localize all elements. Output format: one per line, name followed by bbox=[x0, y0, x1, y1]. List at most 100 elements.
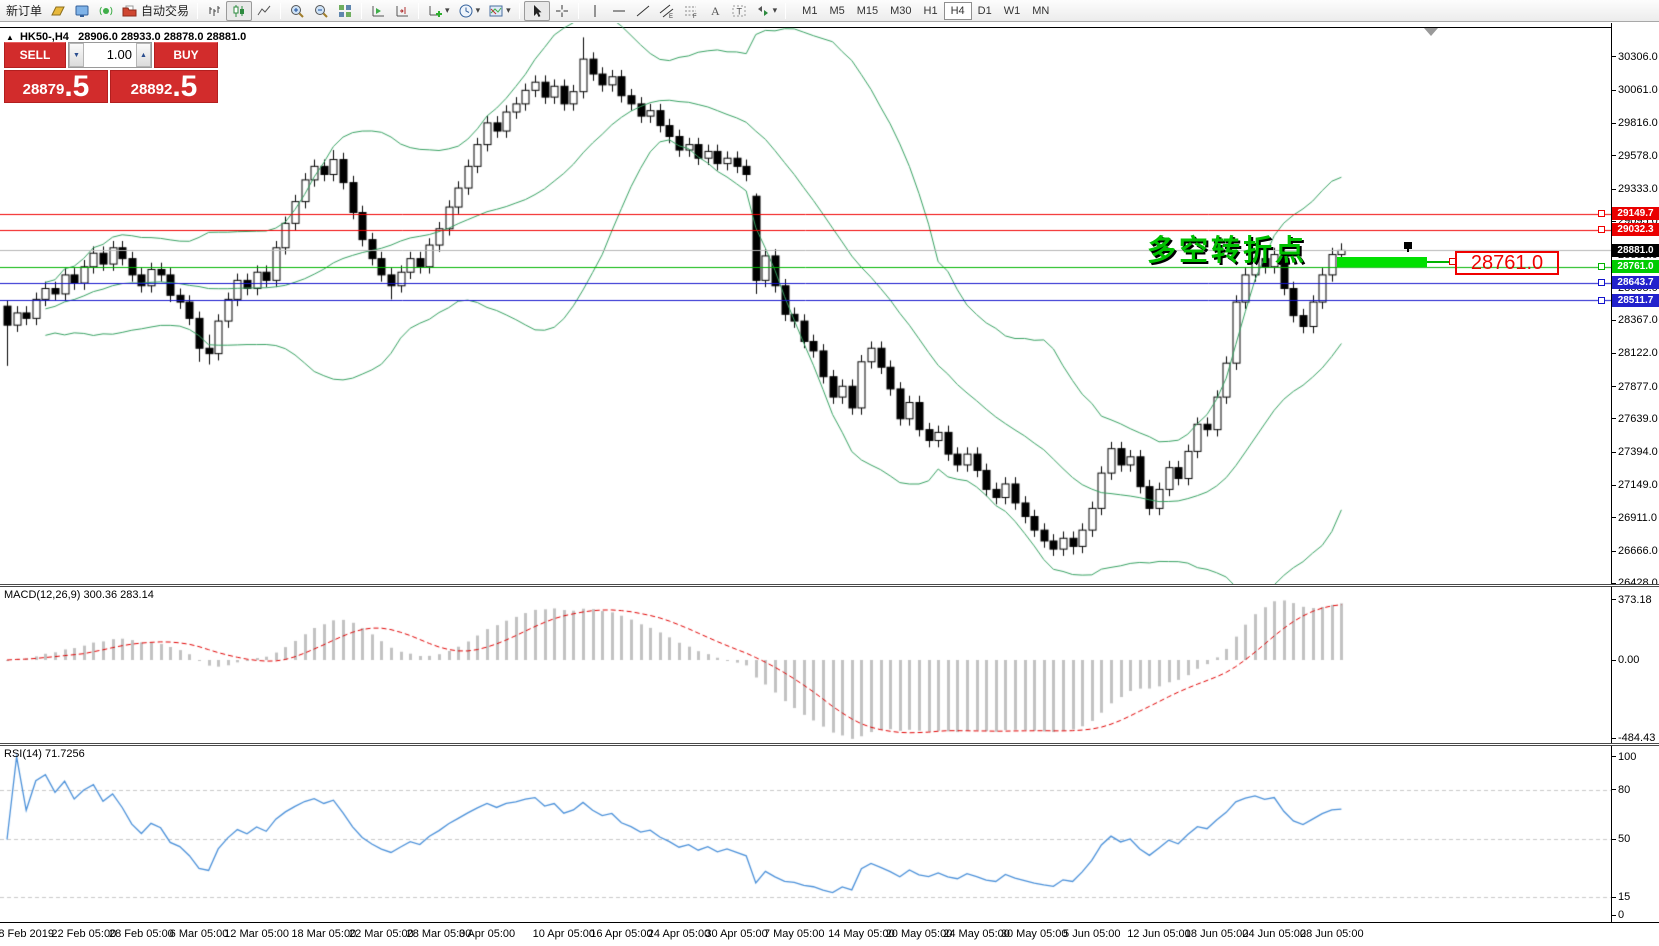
panel-separator-rsi[interactable] bbox=[0, 743, 1659, 746]
volume-increase-button[interactable]: ▲ bbox=[136, 43, 151, 67]
candlestick-chart-icon[interactable] bbox=[226, 0, 253, 21]
timeframe-switcher: M1 M5 M15 M30 H1 H4 D1 W1 MN bbox=[796, 1, 1055, 20]
zoom-in-icon[interactable] bbox=[285, 1, 309, 21]
time-tick-label: 28 Mar 05:00 bbox=[406, 928, 472, 940]
level-line-handle[interactable] bbox=[1598, 263, 1605, 271]
timeframe-tab-m5[interactable]: M5 bbox=[829, 4, 845, 17]
price-axis-tick bbox=[1612, 484, 1616, 486]
dropdown-arrow-icon[interactable]: ▾ bbox=[506, 5, 511, 15]
timeframe-tab-h1[interactable]: H1 bbox=[923, 4, 938, 17]
toolbar-separator bbox=[197, 2, 199, 19]
panel-separator-macd[interactable] bbox=[0, 584, 1659, 587]
zoom-out-icon[interactable] bbox=[309, 1, 333, 21]
new-chart-icon[interactable]: ▾ bbox=[423, 1, 454, 21]
highlight-bar-annotation[interactable] bbox=[1337, 257, 1427, 267]
zoom-out-icon bbox=[313, 3, 329, 19]
volume-input[interactable]: 1.00 bbox=[106, 47, 132, 62]
toolbar-separator bbox=[785, 2, 787, 19]
toolbar-separator bbox=[418, 2, 420, 19]
arrows-icon[interactable]: ▾ bbox=[751, 1, 782, 21]
crosshair-icon[interactable] bbox=[550, 1, 574, 21]
timeframe-tab-w1[interactable]: W1 bbox=[1003, 4, 1021, 17]
turning-point-annotation[interactable]: 多空转折点 bbox=[1147, 235, 1308, 267]
price-axis-tick bbox=[1612, 550, 1616, 552]
time-tick-label: 22 Mar 05:00 bbox=[348, 928, 414, 940]
volume-decrease-button[interactable]: ▼ bbox=[69, 43, 84, 67]
toolbar-separator bbox=[577, 2, 579, 19]
level-line-handle[interactable] bbox=[1598, 226, 1605, 234]
buy-button[interactable]: BUY bbox=[154, 42, 218, 68]
rsi-panel-canvas[interactable] bbox=[0, 746, 1611, 922]
profiles-icon[interactable] bbox=[46, 1, 70, 21]
new-order-button[interactable]: 新订单 bbox=[6, 4, 43, 18]
level-line-handle[interactable] bbox=[1598, 296, 1605, 304]
level-line-handle[interactable] bbox=[1598, 210, 1605, 218]
buy-price-display[interactable]: 28892.5 bbox=[110, 70, 218, 103]
vertical-line-icon[interactable] bbox=[583, 1, 607, 21]
timeframe-tab-mn[interactable]: MN bbox=[1032, 4, 1050, 17]
market-watch-icon[interactable] bbox=[70, 1, 94, 21]
timeframe-tab-m30[interactable]: M30 bbox=[890, 4, 912, 17]
equidistant-channel-icon[interactable]: E bbox=[655, 1, 679, 21]
timeframe-tab-h4[interactable]: H4 bbox=[943, 1, 972, 20]
timeframe-tab-m15[interactable]: M15 bbox=[856, 4, 879, 17]
chart-shift-marker-icon[interactable] bbox=[1424, 28, 1438, 36]
dropdown-arrow-icon[interactable]: ▾ bbox=[475, 5, 481, 15]
level-line-handle[interactable] bbox=[1598, 279, 1605, 287]
collapse-panel-arrow-icon[interactable]: ▲ bbox=[6, 33, 14, 42]
main-chart-canvas[interactable] bbox=[0, 23, 1611, 584]
cursor-icon[interactable] bbox=[523, 0, 550, 21]
horizontal-line-icon[interactable] bbox=[607, 1, 631, 21]
tile-windows-icon[interactable] bbox=[333, 1, 357, 21]
timeframe-tab-d1[interactable]: D1 bbox=[977, 4, 992, 17]
price-tick-label: 28122.0 bbox=[1618, 347, 1658, 360]
svg-text:E: E bbox=[669, 14, 673, 19]
line-chart-icon[interactable] bbox=[252, 1, 276, 21]
macd-panel-canvas[interactable] bbox=[0, 587, 1611, 743]
cursor-icon bbox=[529, 3, 545, 19]
macd-axis-tick bbox=[1612, 599, 1616, 601]
auto-scroll-icon[interactable] bbox=[366, 1, 390, 21]
sell-button[interactable]: SELL bbox=[4, 42, 66, 68]
current-price-tag: 28881.0 bbox=[1612, 243, 1659, 257]
level-price-tag: 28761.0 bbox=[1612, 260, 1659, 274]
price-marker-icon[interactable] bbox=[1404, 242, 1412, 252]
trendline-icon[interactable] bbox=[631, 1, 655, 21]
price-callout-label[interactable]: 28761.0 bbox=[1455, 251, 1559, 275]
bar-chart-icon[interactable] bbox=[202, 1, 226, 21]
text-label-icon[interactable]: T bbox=[727, 1, 751, 21]
dropdown-arrow-icon[interactable]: ▾ bbox=[445, 5, 450, 15]
rsi-tick-label: 15 bbox=[1618, 891, 1631, 904]
price-axis-tick bbox=[1612, 386, 1616, 388]
periods-icon bbox=[458, 3, 474, 19]
price-axis-tick bbox=[1612, 451, 1616, 453]
time-tick-label: 24 Apr 05:00 bbox=[647, 928, 711, 940]
fibonacci-icon[interactable]: F bbox=[679, 1, 703, 21]
timeframe-tab-m1[interactable]: M1 bbox=[802, 4, 818, 17]
price-axis-tick bbox=[1612, 89, 1616, 91]
rsi-tick-label: 0 bbox=[1618, 909, 1625, 921]
zoom-in-icon bbox=[289, 3, 305, 19]
price-tick-label: 30306.0 bbox=[1618, 50, 1658, 63]
time-tick-label: 30 May 05:00 bbox=[1000, 928, 1068, 940]
navigator-icon bbox=[98, 3, 114, 19]
text-label-icon: T bbox=[731, 3, 747, 19]
symbol-period-label: HK50-,H4 bbox=[19, 31, 69, 43]
sell-price-display[interactable]: 28879.5 bbox=[4, 70, 108, 103]
navigator-icon[interactable] bbox=[94, 1, 118, 21]
time-tick-label: 8 Feb 2019 bbox=[0, 928, 55, 940]
text-icon[interactable]: A bbox=[703, 1, 727, 21]
chart-shift-icon[interactable] bbox=[390, 1, 414, 21]
time-tick-label: 22 Feb 05:00 bbox=[51, 928, 117, 940]
chart-title: ▲ HK50-,H4 28906.0 28933.0 28878.0 28881… bbox=[6, 31, 246, 43]
autotrading-button[interactable]: 自动交易 bbox=[118, 1, 193, 21]
crosshair-icon bbox=[554, 3, 570, 19]
dropdown-arrow-icon[interactable]: ▾ bbox=[772, 5, 778, 15]
text-icon: A bbox=[707, 3, 723, 19]
profiles-icon bbox=[50, 3, 66, 19]
price-axis-tick bbox=[1612, 56, 1616, 58]
chart-shift-icon bbox=[394, 3, 410, 19]
templates-icon[interactable]: ▾ bbox=[484, 1, 515, 21]
periods-icon[interactable]: ▾ bbox=[454, 1, 485, 21]
time-axis[interactable]: 8 Feb 2019 22 Feb 05:00 28 Feb 05:00 6 Mar … bbox=[0, 922, 1659, 946]
